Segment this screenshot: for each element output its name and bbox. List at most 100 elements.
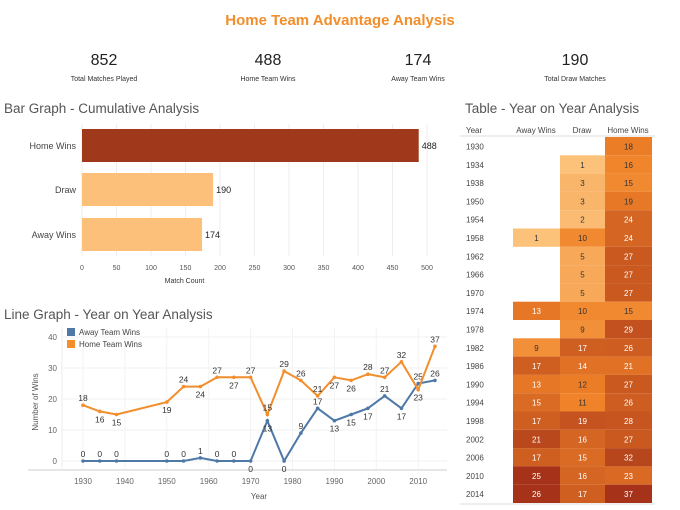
heat-cell xyxy=(605,301,652,320)
bar-draw xyxy=(82,173,214,206)
year-cell: 1990 xyxy=(466,380,484,389)
data-point xyxy=(299,378,303,383)
year-cell: 1966 xyxy=(466,271,484,280)
bar-away-wins xyxy=(82,218,203,251)
year-cell: 2010 xyxy=(466,472,484,481)
line-section-title: Line Graph - Year on Year Analysis xyxy=(4,307,213,322)
legend-swatch xyxy=(67,340,75,348)
heat-cell xyxy=(605,466,652,485)
data-point xyxy=(248,459,253,463)
data-label: 27 xyxy=(246,365,256,375)
value-cell: 24 xyxy=(624,216,633,225)
value-cell: 10 xyxy=(578,234,587,243)
data-label: 27 xyxy=(229,380,239,390)
value-cell: 37 xyxy=(624,490,633,499)
data-point xyxy=(399,360,404,364)
data-point xyxy=(282,459,286,463)
legend-label: Home Team Wins xyxy=(79,340,142,349)
data-label: 28 xyxy=(363,362,373,372)
heat-cell xyxy=(605,137,652,156)
data-point xyxy=(114,412,119,417)
data-label: 21 xyxy=(380,384,390,394)
data-point xyxy=(165,400,169,404)
year-cell: 1930 xyxy=(466,143,484,152)
heat-cell xyxy=(560,191,605,211)
heat-cell xyxy=(513,466,560,485)
data-point xyxy=(181,384,186,389)
year-cell: 1954 xyxy=(466,216,484,225)
kpi-value: 174 xyxy=(404,52,432,69)
data-point xyxy=(198,456,203,460)
year-cell: 1994 xyxy=(466,399,484,408)
heat-cell xyxy=(513,393,560,412)
heat-cell xyxy=(605,411,652,430)
value-cell: 15 xyxy=(624,307,633,316)
heat-cell xyxy=(605,173,652,192)
value-cell: 26 xyxy=(532,490,541,499)
heat-cell xyxy=(560,374,605,394)
data-label: 1 xyxy=(198,446,203,456)
data-label: 15 xyxy=(112,418,122,428)
value-cell: 29 xyxy=(624,326,633,335)
heat-cell xyxy=(605,484,652,503)
data-point xyxy=(282,369,286,373)
heat-cell xyxy=(513,448,560,467)
data-point xyxy=(433,378,437,383)
table-section-title: Table - Year on Year Analysis xyxy=(465,101,640,116)
data-label: 29 xyxy=(279,359,289,369)
y-axis-title: Number of Wins xyxy=(31,373,40,430)
data-label: 0 xyxy=(231,449,236,459)
heat-cell xyxy=(560,393,605,412)
data-point xyxy=(315,394,320,398)
data-point xyxy=(232,459,236,463)
data-point xyxy=(416,381,421,386)
heat-cell xyxy=(605,228,652,247)
year-cell: 1934 xyxy=(466,161,484,170)
value-cell: 5 xyxy=(580,252,585,261)
data-label: 15 xyxy=(263,403,273,413)
value-cell: 24 xyxy=(624,234,633,243)
data-label: 0 xyxy=(114,449,119,459)
kpi-draws: 190 Total Draw Matches xyxy=(500,52,650,83)
data-point xyxy=(265,418,270,423)
heat-cell xyxy=(560,338,605,357)
data-label: 9 xyxy=(299,421,304,431)
heat-cell xyxy=(560,356,605,375)
data-label: 26 xyxy=(296,368,306,378)
value-cell: 19 xyxy=(624,197,633,206)
column-header: Draw xyxy=(573,126,592,135)
value-cell: 17 xyxy=(532,417,541,426)
kpi-total-matches: 852 Total Matches Played xyxy=(29,52,179,83)
data-point xyxy=(349,378,353,383)
year-cell: 1962 xyxy=(466,252,484,261)
data-point xyxy=(366,406,370,411)
data-point xyxy=(81,459,85,463)
year-cell: 2002 xyxy=(466,435,484,444)
heat-cell xyxy=(560,484,605,503)
value-cell: 27 xyxy=(624,271,633,280)
value-cell: 27 xyxy=(624,252,633,261)
value-cell: 32 xyxy=(624,454,633,463)
data-label: 488 xyxy=(422,141,437,151)
data-label: 13 xyxy=(263,424,273,434)
value-cell: 16 xyxy=(578,472,587,481)
value-cell: 27 xyxy=(624,435,633,444)
data-label: 190 xyxy=(216,185,231,195)
heat-cell xyxy=(560,283,605,302)
data-label: 21 xyxy=(313,384,323,394)
data-label: 32 xyxy=(397,350,407,360)
value-cell: 11 xyxy=(578,399,587,408)
kpi-value: 190 xyxy=(561,52,589,69)
x-tick-label: 100 xyxy=(145,265,157,272)
heat-cell xyxy=(560,411,605,430)
heat-cell xyxy=(513,429,560,449)
x-tick-label: 1960 xyxy=(200,477,218,486)
data-label: 27 xyxy=(212,365,222,375)
data-label: 13 xyxy=(330,424,340,434)
data-point xyxy=(315,406,320,411)
heat-cell xyxy=(605,356,652,375)
value-cell: 1 xyxy=(580,161,585,170)
value-cell: 14 xyxy=(578,362,587,371)
data-label: 19 xyxy=(162,405,172,415)
column-header: Away Wins xyxy=(516,126,555,135)
